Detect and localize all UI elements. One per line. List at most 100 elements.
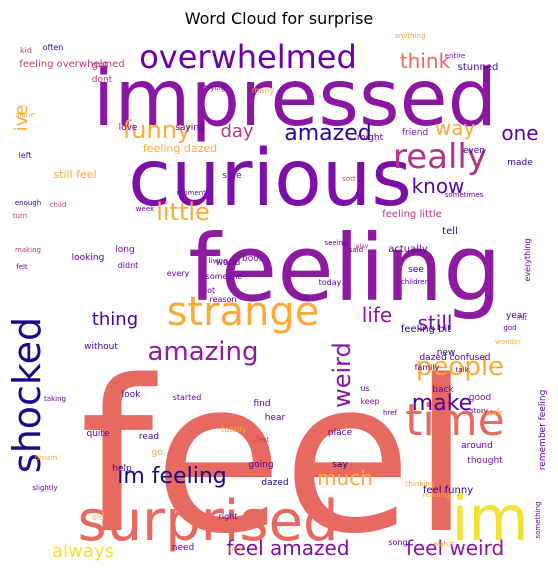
cloud-word-thinking: thinking bbox=[406, 480, 434, 488]
chart-title: Word Cloud for surprise bbox=[185, 9, 374, 28]
cloud-word-friend: friend bbox=[402, 128, 428, 138]
cloud-word-hear: hear bbox=[265, 413, 286, 423]
cloud-word-feel-weird: feel weird bbox=[406, 536, 504, 560]
cloud-word-week: week bbox=[136, 205, 155, 213]
cloud-word-said: said bbox=[349, 246, 363, 254]
cloud-word-around: around bbox=[461, 441, 493, 451]
cloud-word-feeling-bit: feeling bit bbox=[401, 324, 451, 335]
cloud-word-us: us bbox=[360, 384, 369, 393]
cloud-word-dazed-confused: dazed confused bbox=[419, 353, 490, 363]
cloud-word-left: left bbox=[19, 151, 32, 160]
cloud-word-amazed: amazed bbox=[284, 121, 371, 146]
cloud-word-still: still bbox=[418, 311, 453, 335]
cloud-word-song: song bbox=[388, 538, 407, 547]
cloud-word-look: look bbox=[122, 390, 142, 400]
cloud-word-work: work bbox=[481, 408, 504, 418]
cloud-word-reason: reason bbox=[209, 295, 236, 304]
cloud-word-last: last bbox=[257, 436, 270, 444]
cloud-word-sort: sort bbox=[342, 175, 356, 183]
cloud-word-list: list bbox=[517, 314, 528, 322]
cloud-word-many: many bbox=[252, 86, 275, 95]
cloud-word-every: every bbox=[167, 269, 190, 278]
cloud-word-god: god bbox=[503, 324, 516, 332]
cloud-word-life: life bbox=[362, 303, 392, 327]
cloud-word-reading: reading bbox=[423, 491, 450, 499]
cloud-word-feeling-dazed: feeling dazed bbox=[143, 142, 217, 155]
cloud-word-remember-feeling: remember feeling bbox=[538, 390, 548, 471]
cloud-word-something: something bbox=[534, 501, 542, 538]
cloud-word-place: place bbox=[328, 428, 353, 438]
cloud-word-long: long bbox=[115, 245, 134, 255]
cloud-word-shocked: shocked bbox=[5, 317, 49, 473]
cloud-word-amazing: amazing bbox=[147, 337, 258, 367]
cloud-word-tell: tell bbox=[442, 226, 458, 237]
cloud-word-little: little bbox=[156, 198, 210, 226]
cloud-word-go: go bbox=[151, 448, 163, 458]
cloud-word-much: much bbox=[317, 466, 373, 490]
cloud-word-im-feeling: im feeling bbox=[117, 464, 226, 489]
cloud-word-got: got bbox=[92, 60, 108, 71]
cloud-word-making: making bbox=[15, 246, 41, 254]
cloud-word-might: might bbox=[357, 133, 384, 143]
cloud-word-book: book bbox=[242, 254, 265, 264]
cloud-word-feel-funny: feel funny bbox=[423, 485, 473, 496]
cloud-word-looking: looking bbox=[72, 253, 105, 263]
cloud-word-quite: quite bbox=[87, 429, 110, 439]
cloud-word-one: one bbox=[501, 121, 538, 145]
cloud-word-started: started bbox=[173, 393, 202, 402]
cloud-word-kid: kid bbox=[20, 46, 32, 55]
cloud-word-see: see bbox=[408, 265, 424, 275]
cloud-word-impressed: impressed bbox=[93, 54, 497, 144]
cloud-word-made: made bbox=[507, 158, 533, 168]
cloud-word-saying: saying bbox=[175, 123, 204, 133]
cloud-word-family: family bbox=[415, 363, 440, 372]
cloud-word-ive: ive bbox=[11, 105, 32, 132]
cloud-word-still-feel: still feel bbox=[53, 168, 96, 181]
cloud-word-year: year bbox=[506, 311, 526, 321]
cloud-word-turn: turn bbox=[13, 212, 27, 220]
cloud-word-often: often bbox=[43, 43, 64, 52]
cloud-word-didnt: didnt bbox=[118, 261, 139, 270]
cloud-word-read: read bbox=[139, 432, 159, 442]
cloud-word-totally: totally bbox=[221, 425, 247, 434]
cloud-word-lot: lot bbox=[205, 286, 215, 295]
cloud-word-funny: funny bbox=[123, 116, 191, 144]
cloud-word-thought: thought bbox=[467, 456, 503, 466]
cloud-word-im: im bbox=[451, 482, 529, 555]
cloud-word-keep: keep bbox=[360, 397, 379, 406]
cloud-word-alone: alone bbox=[15, 111, 34, 119]
cloud-word-play: play bbox=[356, 243, 369, 250]
cloud-word-story: story bbox=[470, 407, 488, 415]
cloud-word-feeling-little: feeling little bbox=[382, 209, 442, 220]
cloud-word-way: way bbox=[435, 116, 476, 140]
cloud-word-make: make bbox=[412, 391, 472, 416]
cloud-word-good: good bbox=[469, 393, 491, 403]
cloud-word-even: even bbox=[463, 146, 485, 156]
cloud-word-child: child bbox=[50, 201, 67, 209]
cloud-word-actually: actually bbox=[388, 244, 428, 255]
cloud-word-feeling-overwhelmed: feeling overwhelmed bbox=[19, 59, 124, 70]
cloud-word-pick: pick bbox=[229, 545, 244, 553]
cloud-word-say: say bbox=[332, 460, 348, 470]
cloud-word-dream: dream bbox=[35, 454, 58, 462]
cloud-word-curious: curious bbox=[128, 134, 412, 224]
cloud-word-seeing: seeing bbox=[324, 239, 347, 247]
cloud-word-dont: dont bbox=[92, 75, 113, 85]
cloud-word-slightly: slightly bbox=[32, 484, 57, 492]
cloud-word-dazed: dazed bbox=[261, 478, 288, 488]
cloud-word-children: children bbox=[401, 278, 429, 286]
cloud-word-thing: thing bbox=[92, 309, 138, 330]
cloud-word-people: people bbox=[416, 352, 504, 382]
cloud-word-really: really bbox=[393, 137, 487, 177]
cloud-word-day: day bbox=[220, 121, 253, 142]
cloud-word-always: always bbox=[52, 541, 114, 562]
cloud-word-find: find bbox=[253, 399, 270, 409]
cloud-word-back: back bbox=[432, 385, 454, 395]
cloud-word-sometimes: sometimes bbox=[445, 191, 484, 199]
cloud-word-talk: talk bbox=[455, 366, 469, 374]
cloud-word-surprised: surprised bbox=[78, 489, 339, 554]
cloud-word-feeling: feeling bbox=[188, 215, 501, 322]
cloud-word-taking: taking bbox=[44, 395, 66, 403]
cloud-word-without: without bbox=[84, 342, 118, 352]
